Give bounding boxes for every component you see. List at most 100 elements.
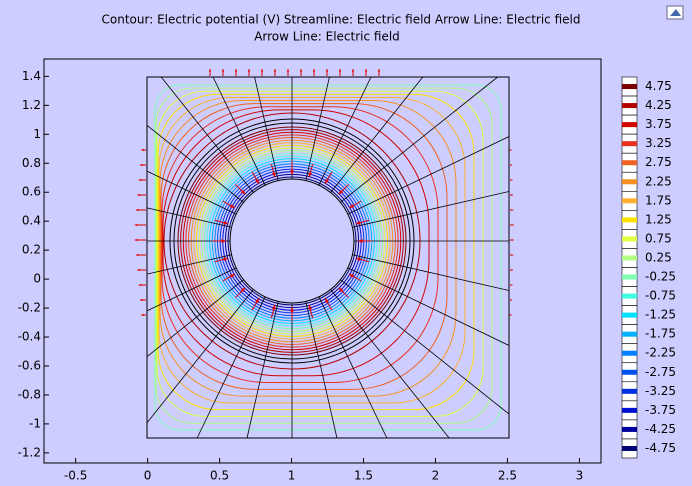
colorbar-label: 4.25 [645,98,672,112]
x-tick-label: 2.5 [498,469,517,483]
y-tick-label: 0.4 [22,214,41,228]
field-arrow-head [349,204,355,208]
contour-line [157,93,475,411]
colorbar-label: 3.25 [645,136,672,150]
field-arrow-head [229,204,235,208]
field-arrow-head [240,189,246,195]
colorbar-label: -0.25 [645,270,676,284]
y-tick-label: 0.2 [22,243,41,257]
field-arrow-head [286,69,290,72]
x-tick-label: -0.5 [64,469,87,483]
y-tick-label: 0.8 [22,156,41,170]
field-arrow-head [290,307,294,312]
contour-line [159,100,457,397]
streamline [340,76,498,203]
streamline [146,125,244,203]
y-tick-label: -0.2 [18,301,41,315]
field-arrow-head [511,239,514,241]
field-arrow-head [138,178,142,182]
plot-frame [43,58,602,464]
streamline [146,289,254,424]
colorbar-label: -2.25 [645,346,676,360]
colorbar-label: 3.75 [645,117,672,131]
field-arrow-head [134,238,138,242]
streamline [196,296,266,439]
streamline [340,279,510,415]
colorbar-swatch [622,141,637,147]
streamline [254,76,279,181]
contour-line [156,90,484,417]
field-arrow-head [510,284,513,286]
field-arrow-head [141,148,144,152]
streamline [146,254,232,275]
streamline [146,279,244,357]
y-tick-label: -1.2 [18,445,41,459]
field-arrow-head [377,69,381,72]
colorbar-swatch [622,179,637,185]
field-arrow-head [221,239,226,243]
field-arrow-head [511,224,514,226]
field-arrow-head [510,164,513,166]
x-tick-label: 3 [576,469,584,483]
streamline [318,296,388,439]
streamline [212,76,266,186]
colorbar-swatch [622,274,637,280]
field-arrow-head [364,69,368,72]
field-arrow-head [135,208,139,212]
colorbar-swatch [622,84,637,90]
colorbar-label: 0.25 [645,250,672,264]
colorbar-label: 2.75 [645,155,672,169]
icon-glyph[interactable] [670,9,681,16]
colorbar-swatch [622,369,637,375]
field-arrow-head [255,178,259,184]
streamline [318,76,372,186]
field-arrow-head [240,287,246,293]
colorbar-swatch [622,312,637,318]
y-tick-label: 1 [33,127,41,141]
streamline [305,301,338,439]
field-arrow-head [351,69,355,72]
field-arrow-head [223,257,229,262]
field-arrow-head [139,163,143,167]
plot-body [134,69,514,439]
export-icon[interactable] [666,5,684,20]
contour-line [158,96,466,404]
streamline [246,301,279,439]
field-arrow-head [308,172,313,178]
field-arrow-head [137,193,141,197]
streamline [347,136,510,215]
colorbar-swatch [622,217,637,223]
streamline [352,191,510,228]
field-arrow-head [312,69,316,72]
field-arrow-head [247,69,251,72]
y-tick-label: 0 [33,272,41,286]
streamline [347,267,510,346]
field-arrow-head [325,178,329,184]
contour-line [155,87,493,424]
field-arrow-head [135,253,139,257]
field-arrow-head [290,170,294,175]
field-arrow-head [223,220,229,225]
y-tick-label: 0.6 [22,185,41,199]
field-arrow-head [349,274,355,278]
field-arrow-head [510,179,513,181]
x-tick-label: 2 [432,469,440,483]
field-arrow-head [308,304,313,310]
chart-title: Contour: Electric potential (V) Streamli… [102,13,581,27]
streamline [146,170,237,215]
colorbar-label: 1.25 [645,212,672,226]
streamline [330,289,450,439]
field-arrow-head [255,298,259,304]
colorbar-label: 1.75 [645,193,672,207]
colorbar-swatch [622,388,637,394]
colorbar-swatch [622,445,637,451]
contour-line [161,106,439,384]
field-arrow-head [510,299,513,301]
colorbar-swatch [622,236,637,242]
field-arrow-head [134,223,138,227]
domain-square [146,76,510,439]
field-arrow-head [138,283,142,287]
field-arrow-head [511,269,513,271]
field-arrow-head [511,194,513,196]
